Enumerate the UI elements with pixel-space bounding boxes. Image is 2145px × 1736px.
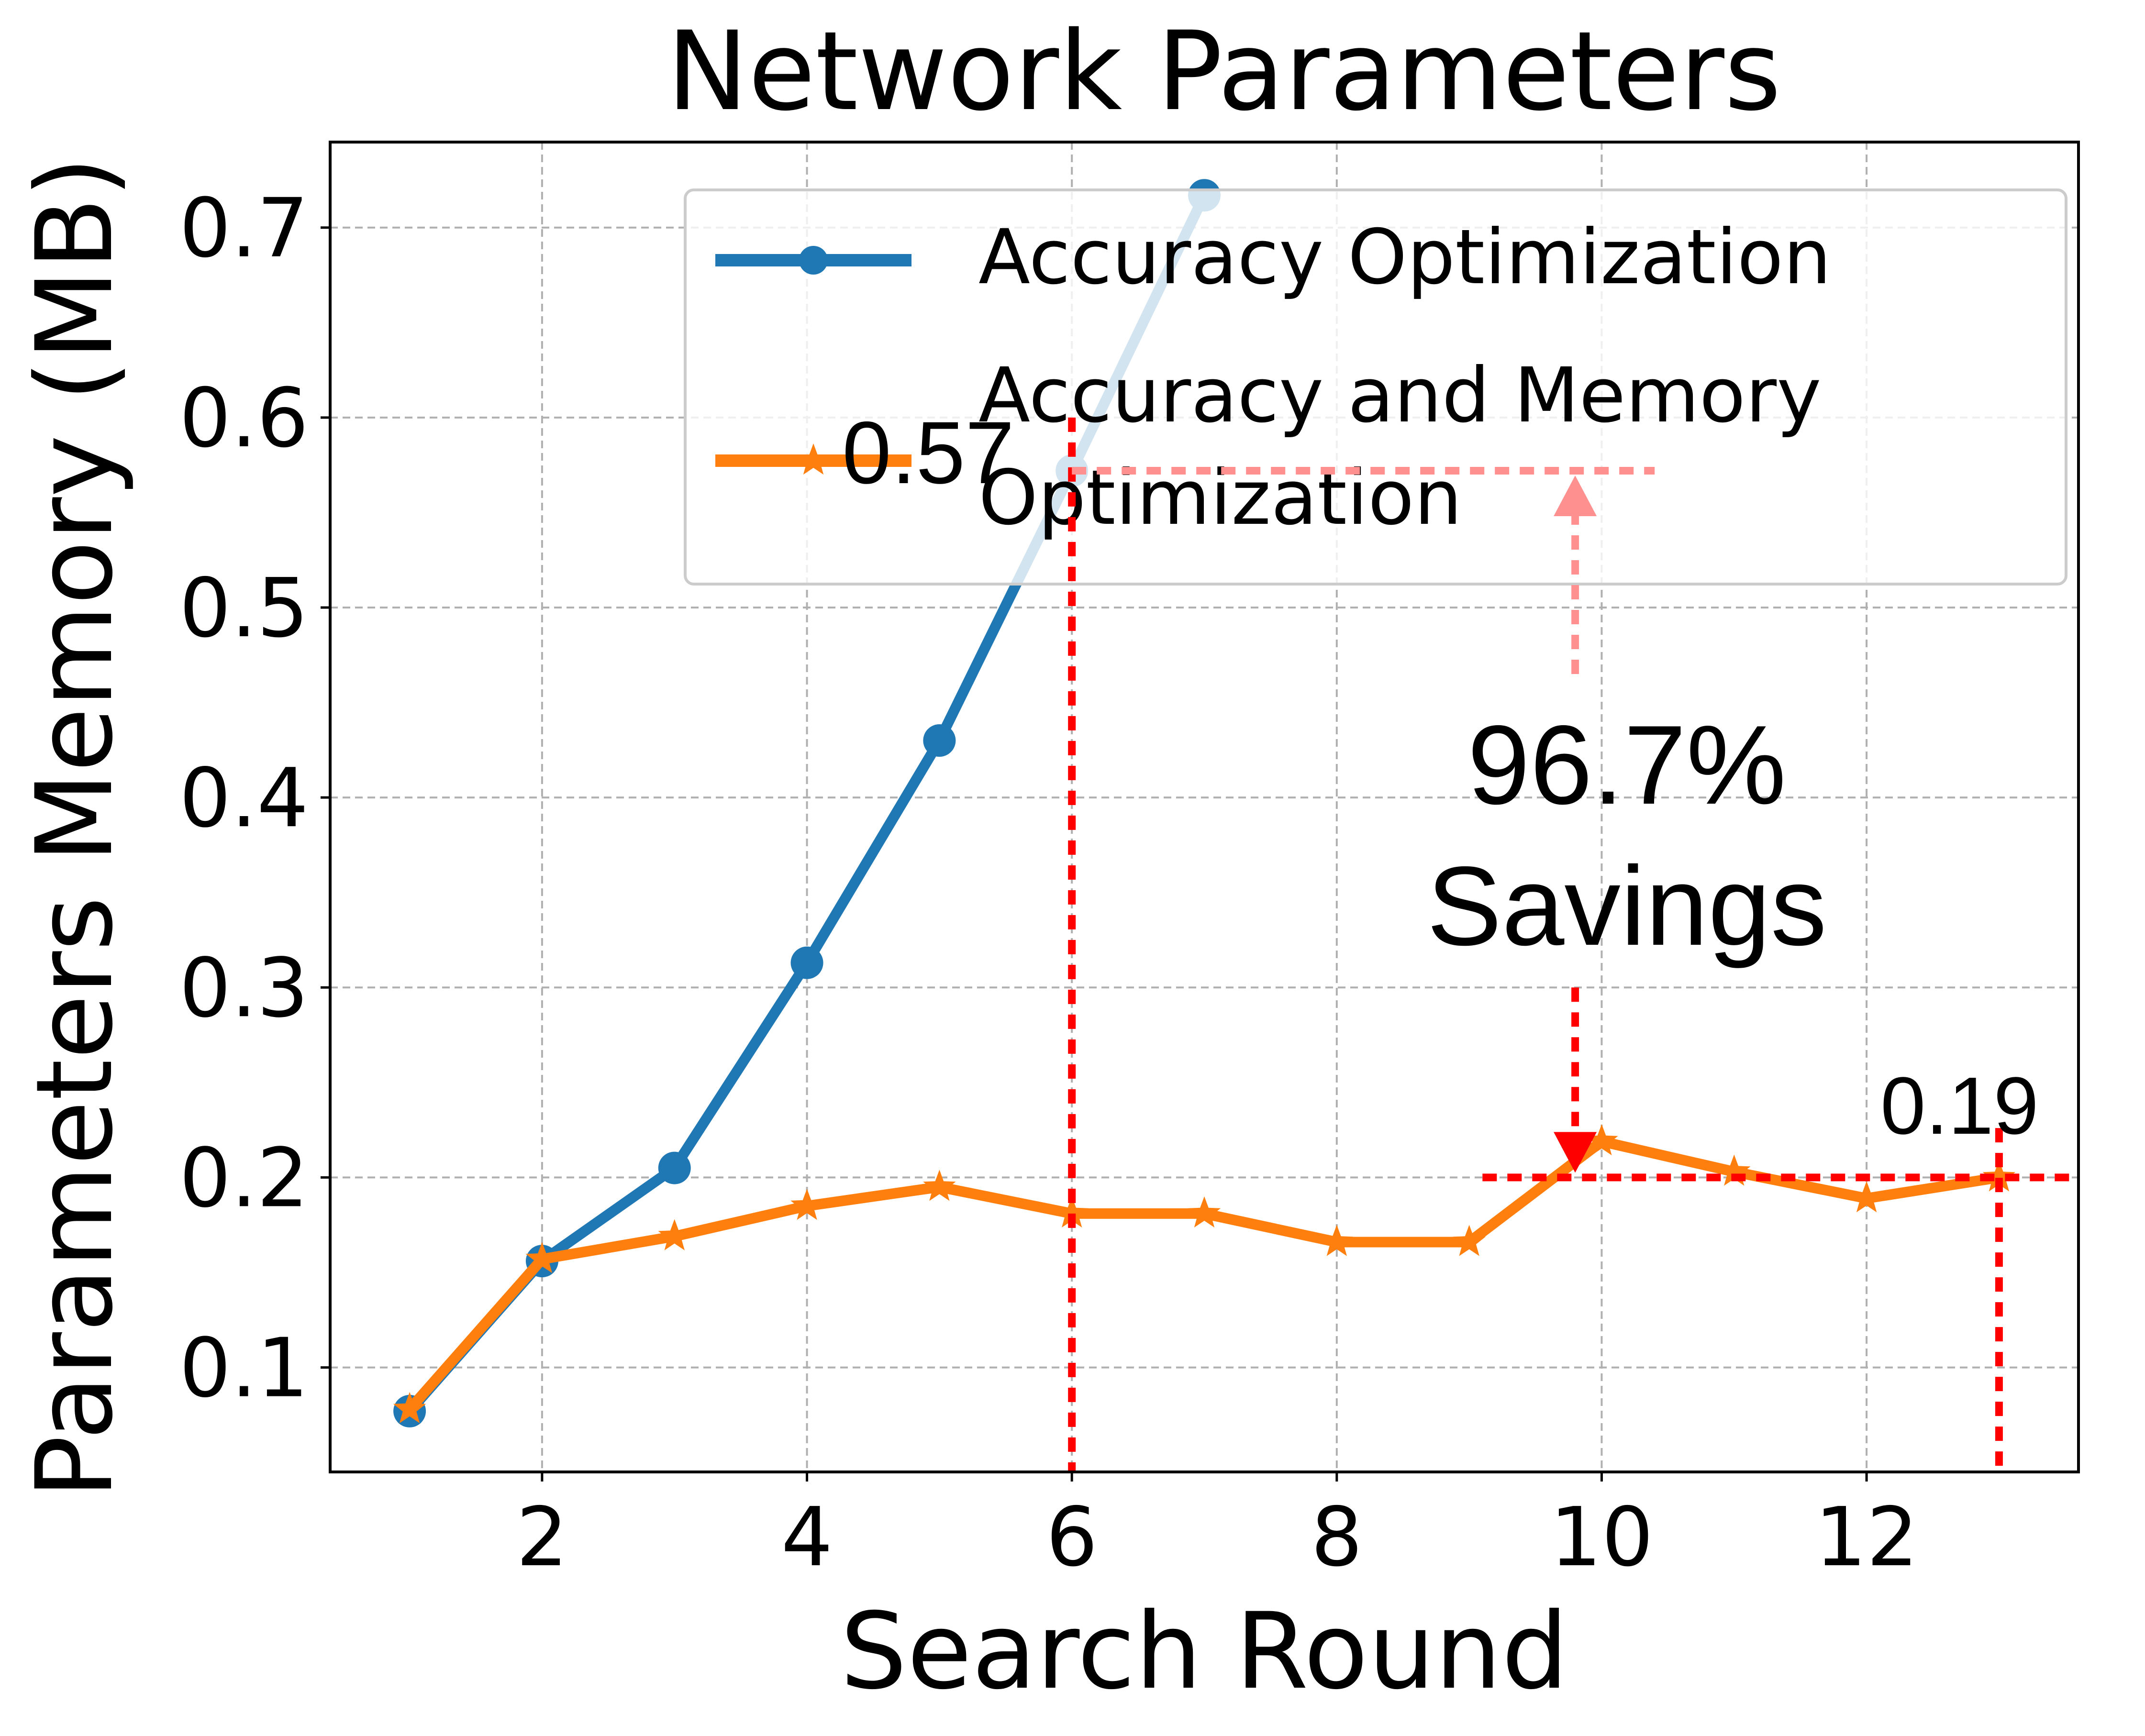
data-point [1188, 1196, 1221, 1227]
plot-frame [329, 141, 2080, 1473]
legend-label-acc-mem-line1: Accuracy and Memory [978, 352, 1822, 440]
annotation-savings-word: Savings [1427, 843, 1827, 969]
annotation-savings-pct: 96.7% [1467, 702, 1786, 828]
data-point [1718, 1154, 1751, 1186]
data-point [658, 1151, 691, 1184]
axes: Network Parameters Search Round Paramete… [13, 8, 2080, 1713]
data-point [1982, 1160, 2016, 1192]
x-tick-label: 8 [1311, 1490, 1363, 1585]
annotation-value-low: 0.19 [1880, 1061, 2039, 1151]
x-tick-label: 10 [1550, 1490, 1653, 1585]
tick-labels: 2 4 6 8 10 12 0.1 0.2 0.3 0.4 0.5 0.6 0.7 [179, 181, 1919, 1585]
data-point [923, 724, 956, 757]
legend-label-acc-mem-line2: Optimization [978, 454, 1462, 542]
data-point [1320, 1225, 1354, 1256]
y-tick-label: 0.1 [179, 1321, 309, 1416]
data-point [393, 1392, 426, 1424]
y-tick-label: 0.7 [179, 181, 309, 276]
annotation-value-top: 0.57 [842, 404, 1014, 502]
data-point [1055, 1196, 1089, 1227]
x-tick-label: 4 [781, 1490, 833, 1585]
y-axis-label: Parameters Memory (MB) [13, 156, 136, 1499]
legend-frame [684, 188, 2067, 586]
y-tick-label: 0.4 [179, 751, 309, 846]
legend-label-accuracy: Accuracy Optimization [978, 213, 1831, 301]
x-tick-label: 12 [1815, 1490, 1918, 1585]
legend-marker-acc-mem [797, 443, 830, 475]
chart-title: Network Parameters [667, 8, 1781, 135]
x-axis-label: Search Round [840, 1590, 1568, 1713]
data-point [658, 1219, 691, 1250]
data-point [1585, 1124, 1618, 1156]
legend: Accuracy Optimization Accuracy and Memor… [684, 188, 2067, 586]
x-tick-label: 2 [516, 1490, 568, 1585]
legend-marker-accuracy [799, 246, 828, 275]
data-point [1453, 1225, 1486, 1256]
y-tick-label: 0.2 [179, 1131, 309, 1226]
data-point [790, 1189, 823, 1220]
x-tick-label: 6 [1046, 1490, 1098, 1585]
y-tick-label: 0.5 [179, 561, 309, 656]
annotations: 0.57 0.19 96.7% Savings [842, 404, 2078, 1472]
data-point [525, 1242, 559, 1273]
annotation-arrow-down-head [1554, 1132, 1597, 1173]
data-point [1850, 1181, 1883, 1213]
y-tick-label: 0.6 [179, 371, 309, 466]
data-point [790, 946, 823, 979]
series-accuracy-memory [393, 1124, 2016, 1424]
annotation-arrow-up-head [1554, 475, 1597, 517]
y-tick-label: 0.3 [179, 941, 309, 1036]
data-point [923, 1170, 956, 1201]
